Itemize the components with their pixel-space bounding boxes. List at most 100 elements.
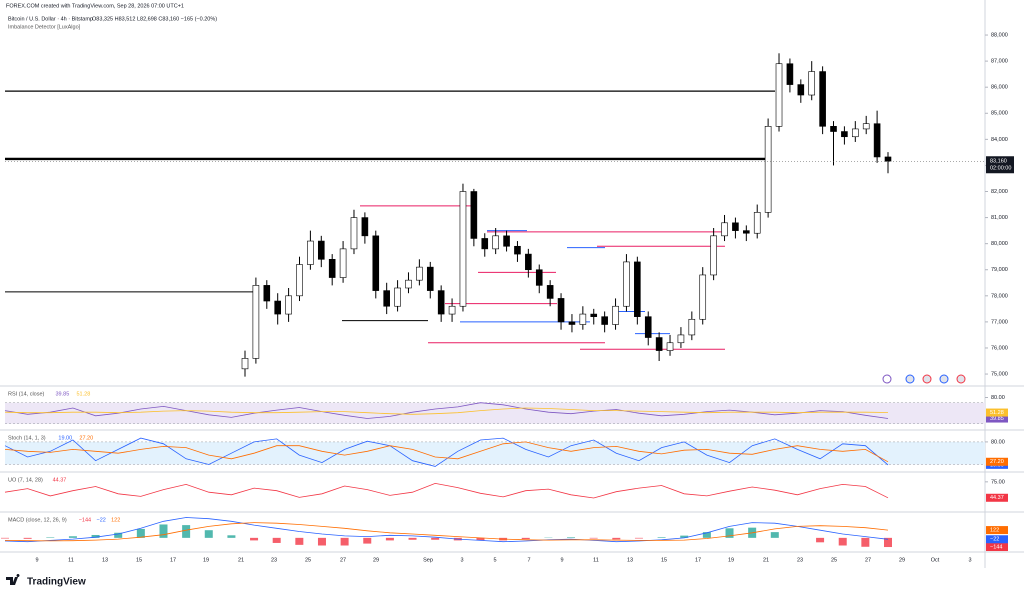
candle-body xyxy=(710,235,717,276)
candle-body xyxy=(786,63,794,85)
value-label-box xyxy=(986,526,1008,535)
candle-body xyxy=(884,156,892,162)
histogram-bar xyxy=(431,537,440,540)
x-tick-label: 23 xyxy=(271,557,277,563)
histogram-bar xyxy=(272,537,281,543)
histogram-bar xyxy=(136,528,145,538)
x-tick-label: 15 xyxy=(661,557,667,563)
x-tick-label: 25 xyxy=(305,557,311,563)
candle-body xyxy=(644,316,652,338)
event-icon[interactable] xyxy=(956,374,966,384)
indicator-line xyxy=(4,441,889,463)
brand-name: TradingView xyxy=(27,577,86,588)
pane-title: Stoch (14, 1, 3) xyxy=(8,435,46,441)
y-tick-label: 80.00 xyxy=(991,395,1005,401)
candle-body xyxy=(492,235,499,250)
y-tick-label: 85,000 xyxy=(991,111,1008,117)
candle-body xyxy=(252,285,260,359)
candle-body xyxy=(797,84,805,96)
candle-body xyxy=(743,230,750,234)
candle-body xyxy=(819,71,826,127)
candle-body xyxy=(557,298,565,323)
event-icon[interactable] xyxy=(922,374,932,384)
x-tick-label: 19 xyxy=(728,557,734,563)
x-tick-label: Sep xyxy=(423,557,433,563)
pane-title: UO (7, 14, 28) xyxy=(8,477,43,483)
legend-value: 122 xyxy=(111,517,120,523)
pane-title: MACD (close, 12, 26, 9) xyxy=(8,517,67,523)
x-tick-label: 11 xyxy=(68,557,74,563)
histogram-bar xyxy=(838,537,847,546)
x-tick-label: 29 xyxy=(373,557,379,563)
value-label-box xyxy=(986,543,1008,552)
candle-body xyxy=(721,222,728,237)
histogram-bar xyxy=(91,534,100,538)
candle-body xyxy=(601,316,608,325)
brand-logo[interactable]: TradingView xyxy=(6,574,86,588)
event-icons[interactable] xyxy=(882,374,966,384)
candle-body xyxy=(623,261,630,307)
event-icon[interactable] xyxy=(905,374,915,384)
candle-body xyxy=(448,305,456,315)
candle-body xyxy=(405,279,412,289)
candle-body xyxy=(841,131,848,138)
logo-mark xyxy=(6,574,20,585)
histogram-bar xyxy=(567,537,576,538)
y-tick-label: 79,000 xyxy=(991,267,1008,273)
histogram-bar xyxy=(363,537,372,544)
x-tick-label: 7 xyxy=(527,557,530,563)
candle-body xyxy=(808,71,816,96)
x-tick-label: 13 xyxy=(627,557,633,563)
y-tick-label: 75,000 xyxy=(991,372,1008,378)
candle-body xyxy=(862,123,870,130)
legend-value: 39.85 xyxy=(56,391,70,397)
legend-value: 27.20 xyxy=(79,435,93,441)
x-tick-label: 17 xyxy=(170,557,176,563)
legend-value: 19.00 xyxy=(58,435,72,441)
histogram-bar xyxy=(23,537,32,539)
candle-body xyxy=(852,128,859,138)
x-tick-label: 17 xyxy=(695,557,701,563)
candle-body xyxy=(274,300,281,315)
last-price-box xyxy=(986,156,1014,174)
histogram-bar xyxy=(657,537,666,538)
y-tick-label: 80.00 xyxy=(991,439,1005,445)
histogram-bar xyxy=(521,537,530,540)
histogram-bar xyxy=(702,532,711,538)
candle-body xyxy=(361,217,369,237)
candle-body xyxy=(830,126,837,132)
event-icon[interactable] xyxy=(939,374,949,384)
y-tick-label: 77,000 xyxy=(991,319,1008,325)
x-tick-label: 3 xyxy=(460,557,463,563)
candle-body xyxy=(514,245,521,255)
histogram-bar xyxy=(861,537,870,547)
candle-body xyxy=(481,238,489,250)
histogram-bar xyxy=(204,530,213,538)
candle-body xyxy=(546,285,554,299)
event-icon[interactable] xyxy=(882,374,892,384)
legend-value: −22 xyxy=(97,517,106,523)
histogram-bar xyxy=(816,537,825,543)
histogram-bar xyxy=(589,537,598,539)
value-label-box xyxy=(986,457,1008,466)
value-label-box xyxy=(986,414,1008,423)
candle-body xyxy=(437,290,445,315)
x-tick-label: 9 xyxy=(35,557,38,563)
x-tick-label: 21 xyxy=(238,557,244,563)
candle-body xyxy=(383,290,390,307)
histogram-bar xyxy=(612,537,621,540)
y-tick-label: 75.00 xyxy=(991,479,1005,485)
histogram-bar xyxy=(385,537,394,541)
histogram-bar xyxy=(295,537,304,545)
value-label: −144 xyxy=(990,544,1002,550)
y-tick-label: 76,000 xyxy=(991,345,1008,351)
y-tick-label: 80,000 xyxy=(991,241,1008,247)
histogram-bar xyxy=(634,537,643,539)
x-tick-label: 23 xyxy=(797,557,803,563)
x-tick-label: 5 xyxy=(493,557,496,563)
histogram-bar xyxy=(68,536,77,538)
ohlc-text: O83,325 H83,512 L82,698 C83,160 −165 (−0… xyxy=(92,16,217,22)
value-label: 39.85 xyxy=(990,416,1004,422)
x-tick-label: 27 xyxy=(865,557,871,563)
